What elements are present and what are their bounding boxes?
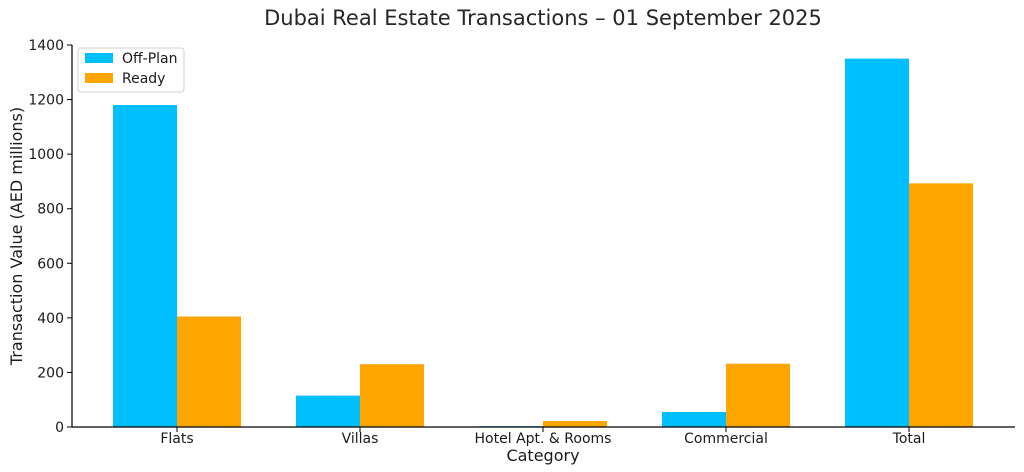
x-tick-label-total: Total: [892, 431, 926, 447]
bar-off-plan-flats: [113, 105, 177, 428]
bar-off-plan-commercial: [662, 411, 726, 427]
bar-ready-hotel-apt-rooms: [543, 420, 607, 427]
chart-title: Dubai Real Estate Transactions – 01 Sept…: [264, 6, 822, 30]
x-ticks-group: Flats Villas Hotel Apt. & Rooms Commercial T…: [160, 427, 925, 447]
bar-ready-villas: [360, 364, 424, 427]
legend-swatch-off-plan: [85, 53, 113, 63]
bars-group: [113, 58, 973, 428]
legend: Off-Plan Ready: [77, 47, 185, 93]
y-tick-label: 1000: [28, 147, 64, 163]
y-tick-label: 600: [37, 256, 64, 272]
legend-label-off-plan: Off-Plan: [122, 51, 178, 67]
legend-label-ready: Ready: [122, 71, 165, 87]
y-axis-label: Transaction Value (AED millions): [7, 107, 26, 366]
x-axis-label: Category: [506, 446, 579, 465]
legend-swatch-ready: [85, 73, 113, 83]
bar-ready-commercial: [726, 363, 790, 427]
bar-off-plan-total: [845, 58, 909, 428]
y-tick-label: 400: [37, 311, 64, 327]
y-tick-label: 0: [55, 420, 64, 436]
y-tick-label: 1400: [28, 38, 64, 54]
x-tick-label-villas: Villas: [342, 431, 379, 447]
y-tick-label: 1200: [28, 93, 64, 109]
y-tick-label: 800: [37, 202, 64, 218]
x-tick-label-flats: Flats: [160, 431, 193, 447]
y-ticks-group: 0 200 400 600 800 1000 1200 1400: [28, 38, 72, 436]
x-tick-label-hotel-apt-rooms: Hotel Apt. & Rooms: [475, 431, 612, 447]
y-tick-label: 200: [37, 365, 64, 381]
x-tick-label-commercial: Commercial: [684, 431, 768, 447]
bar-ready-flats: [177, 316, 241, 427]
bar-off-plan-villas: [296, 395, 360, 427]
bar-ready-total: [909, 183, 973, 427]
